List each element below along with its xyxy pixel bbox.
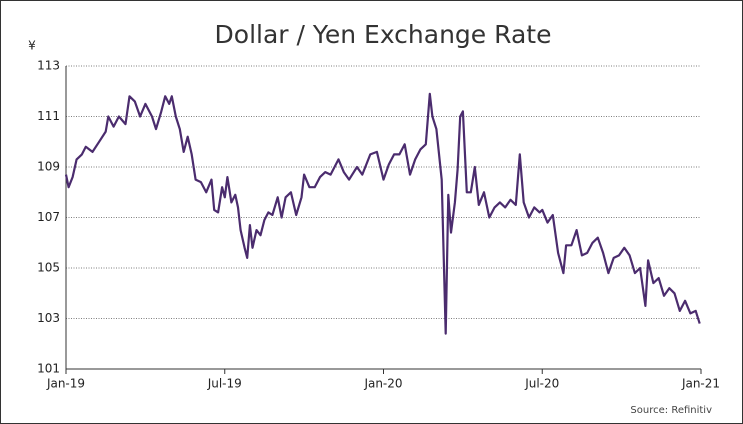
x-tick-label: Jul-19 <box>207 377 242 391</box>
y-tick-label: 107 <box>37 210 60 224</box>
source: Source: Refinitiv <box>630 405 712 416</box>
x-tick-label: Jan-20 <box>363 377 402 391</box>
y-unit: ¥ <box>28 39 36 53</box>
y-tick-label: 103 <box>37 311 60 325</box>
y-tick-label: 105 <box>37 261 60 275</box>
y-tick-label: 111 <box>37 109 60 123</box>
line <box>64 92 701 335</box>
chart-title: Dollar / Yen Exchange Rate <box>215 20 552 49</box>
x-tick-label: Jul-20 <box>524 377 559 391</box>
y-tick-label: 113 <box>37 59 60 73</box>
x-tick-label: Jan-19 <box>46 377 85 391</box>
x-tick-label: Jan-21 <box>681 377 720 391</box>
y-tick-label: 101 <box>37 362 60 376</box>
y-tick-label: 109 <box>37 160 60 174</box>
